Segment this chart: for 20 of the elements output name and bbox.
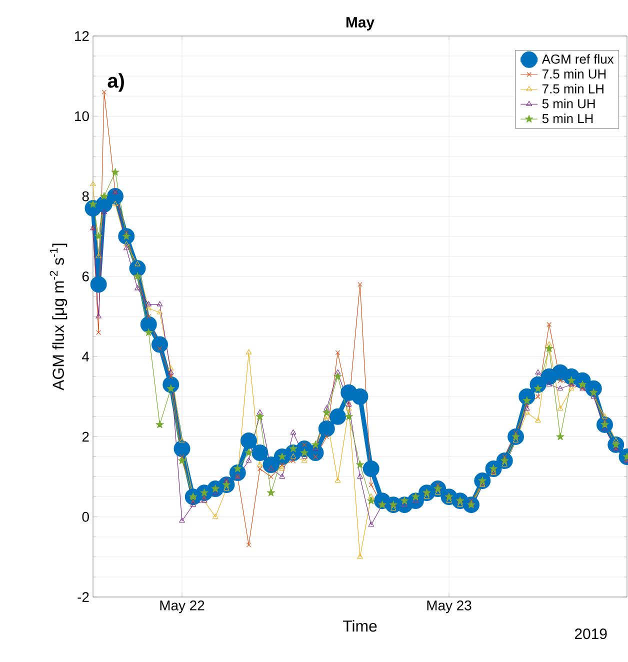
x-tick-label: May 23 [427, 600, 472, 614]
legend-label: 7.5 min UH [542, 69, 606, 79]
legend-label: 5 min UH [542, 98, 595, 108]
legend-label: AGM ref flux [542, 54, 614, 64]
y-tick-label: 0 [82, 512, 89, 522]
y-tick-label: 2 [82, 432, 89, 442]
annotation: a) [108, 73, 124, 92]
y-tick-label: 12 [75, 31, 89, 41]
y-tick-label: 8 [82, 191, 89, 202]
chart-title: May [346, 17, 374, 30]
y-tick-label: 10 [75, 111, 89, 122]
y-tick-label: -2 [78, 592, 89, 602]
y-axis-title: AGM flux [μg m$^{-2}$ s$^{-1}$] [50, 244, 68, 390]
y-tick-label: 4 [82, 352, 90, 362]
text: 2019 [574, 628, 607, 640]
y-tick-label: 6 [82, 271, 89, 282]
legend-label: 5 min LH [542, 114, 593, 124]
x-tick-label: May 22 [160, 600, 204, 614]
x-axis-title: Time [342, 620, 377, 632]
legend-label: 7.5 min LH [542, 84, 604, 94]
